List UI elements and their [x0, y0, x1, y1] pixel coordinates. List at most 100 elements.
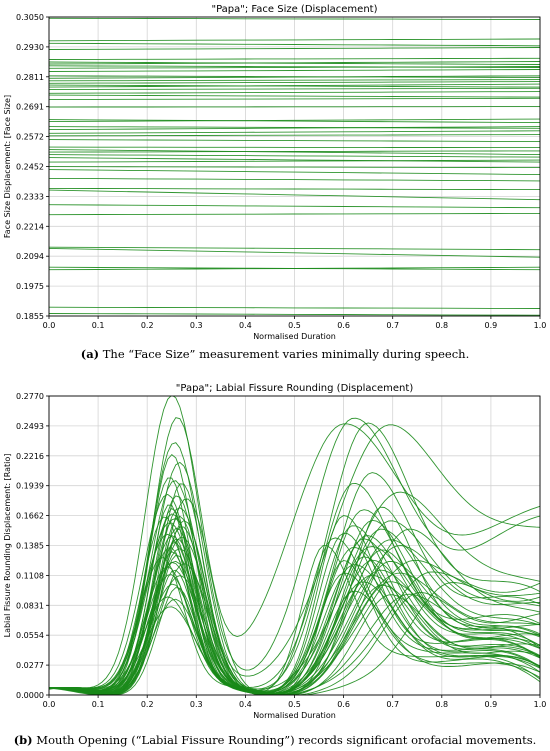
x-tick-label: 0.5	[288, 321, 301, 330]
y-tick-label: 0.0000	[16, 691, 44, 700]
caption-a-label: (a)	[80, 347, 100, 361]
face-size-chart: "Papa"; Face Size (Displacement) 0.0 0.1 0.…	[0, 0, 550, 345]
series-line	[49, 97, 540, 101]
series-line	[49, 66, 540, 69]
series-line	[49, 189, 540, 201]
series-line	[49, 146, 540, 149]
series-line	[49, 590, 540, 695]
series-line	[49, 79, 540, 82]
series-line	[49, 306, 540, 309]
x-tick-label: 1.0	[534, 700, 547, 709]
x-tick-label: 0.3	[190, 700, 203, 709]
caption-b-label: (b)	[13, 733, 33, 747]
y-axis-label: Labial Fissure Rounding Displacement: [R…	[3, 454, 12, 638]
y-tick-label: 0.2333	[16, 192, 44, 201]
series-line	[49, 69, 540, 72]
x-tick-label: 0.1	[92, 700, 105, 709]
y-tick-label: 0.2811	[16, 73, 44, 82]
x-tick-label: 0.9	[485, 321, 498, 330]
series-line	[49, 119, 540, 124]
series-line	[49, 154, 540, 158]
series-line	[49, 246, 540, 251]
series-line	[49, 118, 540, 123]
x-tick-label: 0.4	[239, 700, 252, 709]
series-line	[49, 81, 540, 84]
series-line	[49, 149, 540, 156]
y-tick-label: 0.2930	[16, 43, 44, 52]
series-line	[49, 126, 540, 129]
y-tick-label: 0.2691	[16, 103, 44, 112]
y-tick-label: 0.1662	[16, 512, 44, 521]
x-tick-label: 1.0	[534, 321, 547, 330]
x-tick-label: 0.4	[239, 321, 252, 330]
y-tick-label: 0.2572	[16, 133, 44, 142]
plot-frame	[48, 395, 541, 696]
y-tick-label: 0.0554	[16, 631, 44, 640]
series-line	[49, 61, 540, 65]
y-tick-label: 0.1939	[16, 482, 44, 491]
series-line	[49, 91, 540, 94]
y-tick-label: 0.2216	[16, 452, 44, 461]
y-tick-label: 0.1855	[16, 312, 44, 321]
series-line	[49, 396, 540, 689]
series-line	[49, 513, 540, 695]
series-line	[49, 538, 540, 695]
y-tick-label: 0.1108	[16, 571, 44, 580]
series-line	[49, 75, 540, 79]
series-line	[49, 139, 540, 143]
x-axis-label: Normalised Duration	[253, 711, 336, 720]
y-tick-label: 0.2094	[16, 252, 44, 261]
y-tick-label: 0.0831	[16, 601, 44, 610]
y-tick-label: 0.0277	[16, 661, 44, 670]
caption-a: (a) The “Face Size” measurement varies m…	[0, 347, 550, 361]
series-line	[49, 57, 540, 60]
series-line	[49, 87, 540, 91]
series-line	[49, 204, 540, 209]
series-line	[49, 526, 540, 695]
series-line	[49, 247, 540, 258]
series-line	[49, 554, 540, 695]
series-line	[49, 94, 540, 98]
x-tick-label: 0.8	[435, 321, 448, 330]
series-line	[49, 159, 540, 163]
x-tick-label: 0.5	[288, 700, 301, 709]
series-line	[49, 126, 540, 131]
series-line	[49, 422, 540, 692]
series-line	[49, 47, 540, 50]
x-tick-label: 0.6	[337, 700, 350, 709]
y-tick-label: 0.2493	[16, 422, 44, 431]
chart-title: "Papa"; Face Size (Displacement)	[212, 4, 378, 15]
series-line	[49, 17, 540, 20]
series-line	[49, 150, 540, 153]
series-line	[49, 130, 540, 134]
x-tick-label: 0.6	[337, 321, 350, 330]
caption-b-text: Mouth Opening (“Labial Fissure Rounding”…	[32, 733, 537, 747]
series-line	[49, 83, 540, 88]
y-tick-label: 0.2452	[16, 163, 44, 172]
series-line	[49, 38, 540, 42]
series-line	[49, 177, 540, 182]
y-tick-label: 0.2770	[16, 392, 44, 401]
series-line	[49, 266, 540, 271]
series-line	[49, 560, 540, 695]
series-line	[49, 187, 540, 191]
series-group	[49, 396, 540, 695]
x-tick-label: 0.2	[141, 321, 154, 330]
series-line	[49, 584, 540, 695]
series-line	[49, 212, 540, 216]
series-line	[49, 593, 540, 695]
x-tick-label: 0.1	[92, 321, 105, 330]
caption-b: (b) Mouth Opening (“Labial Fissure Round…	[0, 733, 550, 747]
series-line	[49, 166, 540, 169]
series-group	[49, 17, 540, 316]
x-tick-label: 0.9	[485, 700, 498, 709]
x-tick-label: 0.0	[43, 321, 56, 330]
x-axis-label: Normalised Duration	[253, 332, 336, 341]
y-tick-label: 0.1385	[16, 542, 44, 551]
x-tick-label: 0.8	[435, 700, 448, 709]
series-line	[49, 313, 540, 316]
series-line	[49, 134, 540, 137]
series-line	[49, 157, 540, 163]
x-tick-label: 0.3	[190, 321, 203, 330]
y-axis-label: Face Size Displacement: [Face Size]	[3, 95, 12, 238]
